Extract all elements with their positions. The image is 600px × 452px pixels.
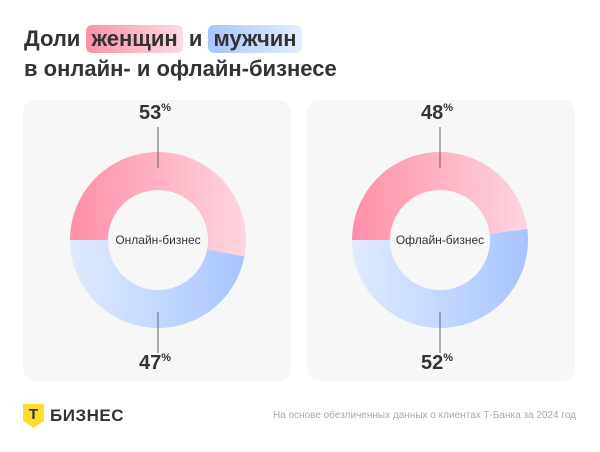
online-panel (23, 100, 291, 381)
percent-unit: % (161, 352, 171, 364)
t-business-logo: Т БИЗНЕС (23, 404, 124, 428)
center-label: Офлайн-бизнес (396, 233, 484, 247)
men-highlight: мужчин (208, 25, 302, 53)
shield-logo-icon: Т (23, 404, 44, 428)
percent-unit: % (161, 102, 171, 114)
title-text: Доли (24, 26, 81, 51)
data-label-women: 48% (421, 102, 453, 124)
percent-unit: % (443, 352, 453, 364)
brand-name: БИЗНЕС (50, 406, 124, 425)
title-text: и (188, 26, 203, 51)
donut-slice-men (352, 228, 528, 328)
donut-slice-women (352, 151, 528, 240)
title-subline: в онлайн- и офлайн-бизнесе (24, 56, 337, 81)
donut-slice-men (70, 240, 245, 329)
chart-title: Доли женщин и мужчин в онлайн- и офлайн-… (24, 24, 337, 84)
percent-unit: % (443, 102, 453, 114)
data-label-men: 52% (421, 352, 453, 374)
women-highlight: женщин (86, 25, 183, 53)
source-note: На основе обезличенных данных о клиентах… (272, 410, 576, 421)
offline-panel (307, 100, 575, 381)
center-label: Онлайн-бизнес (115, 233, 200, 247)
donut-slice-women (70, 152, 246, 257)
data-label-men: 47% (139, 352, 171, 374)
data-label-women: 53% (139, 102, 171, 124)
